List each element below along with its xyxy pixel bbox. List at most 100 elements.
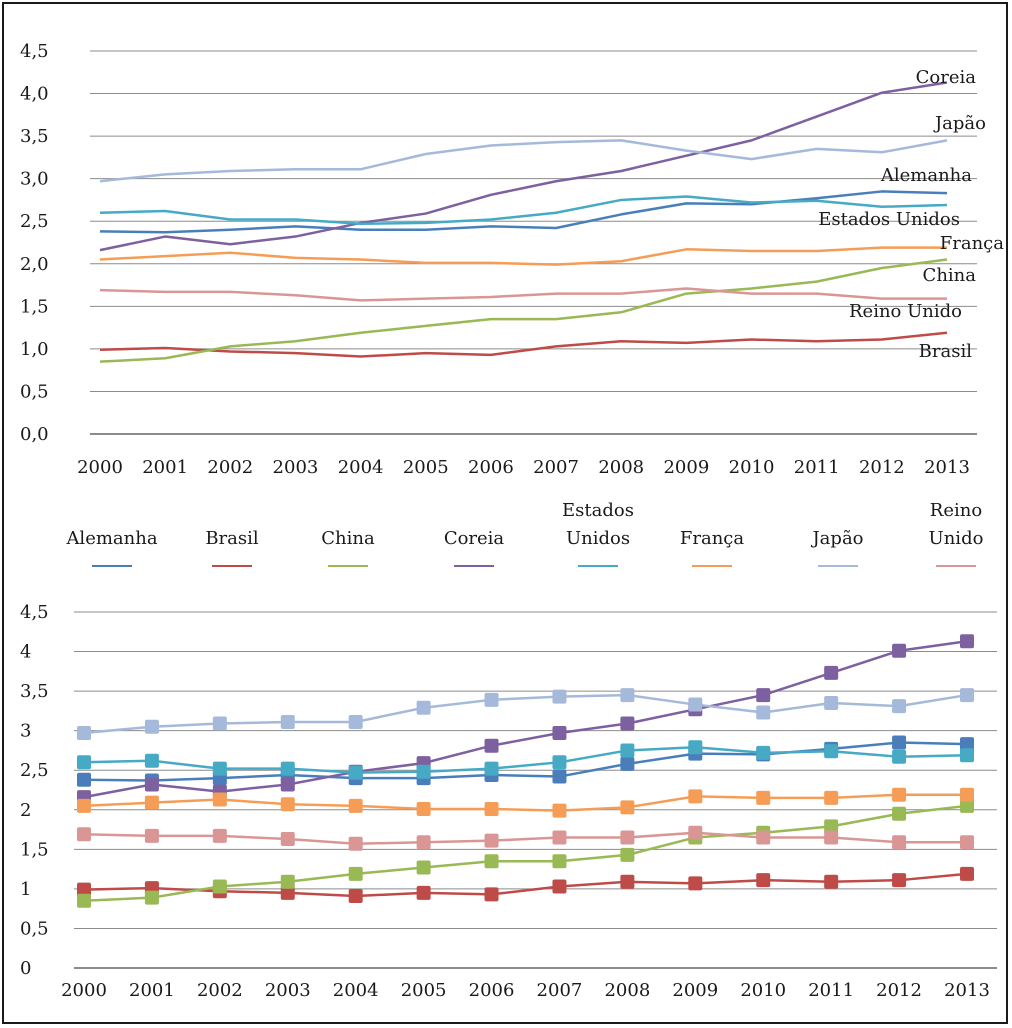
data-point-marker (280, 874, 295, 889)
x-tick-label: 2008 (604, 980, 650, 1001)
x-tick-label: 2007 (533, 457, 579, 478)
x-tick-label: 2002 (197, 980, 243, 1001)
data-point-marker (552, 879, 567, 894)
end-label-reino-unido: Reino Unido (849, 301, 962, 322)
legend-item-estados-unidos: Estados Unidos (562, 500, 634, 567)
data-point-marker (348, 714, 363, 729)
data-point-marker (348, 889, 363, 904)
x-tick-label: 2009 (663, 457, 709, 478)
data-point-marker (552, 830, 567, 845)
series-line-jap-o (99, 139, 948, 183)
x-tick-label: 2003 (273, 457, 319, 478)
data-point-marker (280, 885, 295, 900)
x-tick-label: 2005 (403, 457, 449, 478)
data-point-marker (484, 887, 499, 902)
legend-label: Japão (810, 528, 863, 549)
x-tick-label: 2012 (876, 980, 922, 1001)
data-point-marker (552, 755, 567, 770)
series-line-7 (83, 831, 967, 846)
data-point-marker (77, 772, 91, 787)
data-point-marker (688, 825, 703, 840)
data-point-marker (620, 800, 635, 815)
data-point-marker (892, 699, 907, 714)
data-point-marker (892, 873, 907, 888)
y-tick-label: 1,0 (20, 339, 49, 360)
x-tick-label: 2005 (401, 980, 447, 1001)
data-point-marker (688, 740, 703, 755)
series-line-3 (83, 640, 968, 799)
data-point-marker (484, 833, 499, 848)
x-tick-label: 2012 (859, 457, 905, 478)
data-point-marker (77, 755, 91, 770)
y-tick-label: 2,0 (20, 254, 49, 275)
series-line-fran-a (99, 246, 947, 266)
y-tick-label: 1 (20, 879, 31, 900)
data-point-marker (756, 830, 771, 845)
series-line-5 (83, 793, 967, 812)
y-tick-label: 0 (20, 958, 31, 979)
data-point-marker (960, 787, 974, 802)
series-line-6 (83, 693, 968, 735)
data-point-marker (960, 835, 974, 850)
data-point-marker (484, 801, 499, 816)
bottom-chart-y-ticks: 0 0,5 1 1,5 2 2,5 3 3,5 4 4,5 (20, 602, 49, 979)
top-chart-series-lines (99, 81, 948, 363)
legend-label: Estados (562, 500, 634, 521)
y-tick-label: 3 (20, 721, 31, 742)
data-point-marker (824, 874, 839, 889)
x-tick-label: 2008 (598, 457, 644, 478)
data-point-marker (77, 827, 91, 842)
end-label-coreia: Coreia (916, 67, 977, 88)
data-point-marker (960, 688, 974, 703)
x-tick-label: 2013 (924, 457, 970, 478)
bottom-chart-series-lines (83, 640, 968, 903)
data-point-marker (824, 744, 839, 759)
y-tick-label: 4,5 (20, 602, 49, 623)
y-tick-label: 1,5 (20, 839, 49, 860)
top-chart-y-ticks: 0,0 0,5 1,0 1,5 2,0 2,5 3,0 3,5 4,0 4,5 (20, 41, 49, 445)
legend-item-china: China (321, 528, 375, 567)
data-point-marker (620, 743, 635, 758)
bottom-chart-markers (77, 634, 974, 908)
series-line-2 (83, 804, 968, 903)
legend-label: França (680, 528, 744, 549)
x-tick-label: 2011 (808, 980, 854, 1001)
data-point-marker (756, 705, 771, 720)
legend-item-alemanha: Alemanha (65, 528, 158, 567)
x-tick-label: 2001 (142, 457, 188, 478)
series-line-0 (83, 741, 968, 782)
end-label-china: China (923, 265, 977, 286)
data-point-marker (144, 795, 159, 810)
x-tick-label: 2001 (129, 980, 175, 1001)
x-tick-label: 2009 (672, 980, 718, 1001)
series-line-china (99, 258, 948, 363)
x-tick-label: 2000 (61, 980, 107, 1001)
data-point-marker (824, 665, 839, 680)
y-tick-label: 3,0 (20, 169, 49, 190)
series-line-1 (83, 872, 968, 898)
data-point-marker (960, 737, 974, 752)
bottom-chart-gridlines (74, 611, 997, 969)
data-point-marker (212, 879, 227, 894)
x-tick-label: 2002 (207, 457, 253, 478)
data-point-marker (348, 765, 363, 780)
x-tick-label: 2000 (77, 457, 123, 478)
legend-item-fran-a: França (680, 528, 744, 567)
x-tick-label: 2006 (468, 457, 514, 478)
data-point-marker (280, 761, 295, 776)
legend-label: Coreia (444, 528, 505, 549)
data-point-marker (552, 854, 567, 869)
y-tick-label: 4,0 (20, 84, 49, 105)
data-point-marker (348, 798, 363, 813)
data-point-marker (552, 726, 567, 741)
y-tick-label: 2,5 (20, 760, 49, 781)
legend-label: China (321, 528, 375, 549)
top-chart-x-ticks: 2000 2001 2002 2003 2004 2005 2006 2007 2008 2009… (77, 457, 970, 478)
data-point-marker (280, 777, 295, 792)
data-point-marker (416, 764, 431, 779)
y-tick-label: 0,0 (20, 424, 49, 445)
end-label-estados-unidos: Estados Unidos (818, 209, 960, 230)
data-point-marker (212, 792, 227, 807)
data-point-marker (484, 854, 499, 869)
top-chart-gridlines (90, 50, 977, 435)
